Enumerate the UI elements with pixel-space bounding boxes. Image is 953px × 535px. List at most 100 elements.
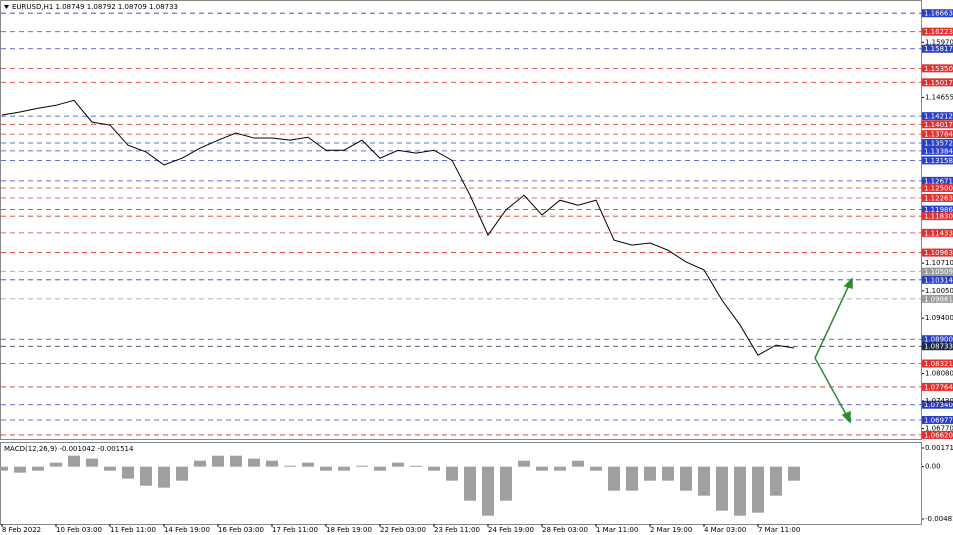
level-label: 1.14212 xyxy=(924,113,953,121)
x-tick-label: 18 Feb 19:00 xyxy=(326,526,372,534)
level-label: 1.11986 xyxy=(924,206,953,214)
macd-bar xyxy=(140,466,152,486)
macd-bar xyxy=(0,466,8,471)
y-tick-label: 1.10050 xyxy=(925,287,953,295)
x-tick-label: 10 Feb 03:00 xyxy=(56,526,102,534)
macd-bar xyxy=(428,466,440,471)
forecast-arrows xyxy=(814,277,853,424)
macd-bar xyxy=(410,465,422,467)
level-label-box xyxy=(922,248,953,257)
x-tick-label: 24 Feb 19:00 xyxy=(488,526,534,534)
level-label: 1.15017 xyxy=(924,79,953,87)
macd-bar xyxy=(50,462,62,467)
level-label-box xyxy=(922,228,953,237)
macd-bar xyxy=(500,466,512,501)
level-label: 1.08900 xyxy=(924,336,953,344)
macd-bar xyxy=(176,466,188,481)
level-label: 1.07340 xyxy=(924,401,953,409)
level-label: 1.10509 xyxy=(924,268,953,276)
level-label: 1.10314 xyxy=(924,276,953,284)
macd-bar xyxy=(374,466,386,471)
level-label: 1.08733 xyxy=(924,343,953,351)
level-label: 1.11433 xyxy=(924,229,953,237)
y-tick-label: -0.004813 xyxy=(925,515,953,523)
level-label-box xyxy=(922,27,953,36)
macd-bar xyxy=(230,455,242,467)
level-label-box xyxy=(922,205,953,214)
level-label: 1.14017 xyxy=(924,121,953,129)
level-label-box xyxy=(922,9,953,18)
level-label: 1.16663 xyxy=(924,10,953,18)
macd-bar xyxy=(104,466,116,471)
macd-bar xyxy=(698,466,710,496)
y-tick-label: 1.14655 xyxy=(925,94,953,102)
level-label: 1.13784 xyxy=(924,131,953,139)
macd-bar xyxy=(14,466,26,473)
level-label-box xyxy=(922,184,953,193)
x-tick-label: 4 Mar 03:00 xyxy=(704,526,746,534)
x-tick-label: 2 Mar 19:00 xyxy=(650,526,692,534)
x-tick-label: 16 Feb 03:00 xyxy=(218,526,264,534)
level-label: 1.12500 xyxy=(924,185,953,193)
symbol-menu-icon[interactable] xyxy=(4,5,9,9)
macd-bar xyxy=(122,466,134,479)
level-label-box xyxy=(922,342,953,351)
level-label: 1.12263 xyxy=(924,194,953,202)
y-tick-label: 1.09400 xyxy=(925,314,953,322)
macd-bar xyxy=(248,458,260,467)
level-label-box xyxy=(922,267,953,276)
macd-bar xyxy=(446,466,458,481)
macd-bar xyxy=(86,458,98,467)
macd-bar xyxy=(212,455,224,467)
level-label-box xyxy=(922,156,953,165)
macd-bar xyxy=(284,465,296,467)
level-label-box xyxy=(922,335,953,344)
level-label: 1.15817 xyxy=(924,45,953,53)
macd-bar xyxy=(770,466,782,496)
x-tick-label: 22 Feb 03:00 xyxy=(380,526,426,534)
level-label: 1.13384 xyxy=(924,147,953,155)
level-label: 1.12671 xyxy=(924,177,953,185)
level-label-box xyxy=(922,64,953,73)
level-label: 1.11830 xyxy=(924,213,953,221)
macd-bar xyxy=(662,466,674,481)
macd-bar xyxy=(608,466,620,491)
level-label-box xyxy=(922,430,953,439)
level-label-box xyxy=(922,44,953,53)
level-label-box xyxy=(922,275,953,284)
y-tick-label: 0.001718 xyxy=(925,444,953,452)
macd-bar xyxy=(194,460,206,467)
macd-bar xyxy=(644,466,656,481)
level-label: 1.10963 xyxy=(924,249,953,257)
level-label-box xyxy=(922,139,953,148)
macd-bar xyxy=(518,460,530,467)
y-tick-label: 0.00 xyxy=(925,463,941,471)
level-label-box xyxy=(922,120,953,129)
level-label-box xyxy=(922,382,953,391)
level-label: 1.15350 xyxy=(924,65,953,73)
level-label: 1.09861 xyxy=(924,295,953,303)
macd-bar xyxy=(482,466,494,516)
y-tick-label: 1.10710 xyxy=(925,259,953,267)
level-label-box xyxy=(922,359,953,368)
x-tick-label: 28 Feb 03:00 xyxy=(542,526,588,534)
level-label-box xyxy=(922,112,953,121)
macd-bar xyxy=(266,460,278,467)
level-label-box xyxy=(922,294,953,303)
level-label-box xyxy=(922,415,953,424)
price-panel xyxy=(0,0,922,440)
level-label-box xyxy=(922,130,953,139)
level-label-box xyxy=(922,146,953,155)
macd-bar xyxy=(734,466,746,516)
level-label: 1.13158 xyxy=(924,157,953,165)
level-label-box xyxy=(922,176,953,185)
macd-bar xyxy=(338,466,350,471)
x-tick-label: 14 Feb 19:00 xyxy=(164,526,210,534)
y-tick-label: 1.06770 xyxy=(925,425,953,433)
indicator-title: MACD(12,26,9) -0.001042 -0.001514 xyxy=(4,445,134,453)
x-tick-label: 17 Feb 11:00 xyxy=(272,526,318,534)
macd-bar xyxy=(788,466,800,481)
symbol-title: EURUSD,H1 1.08749 1.08792 1.08709 1.0873… xyxy=(12,3,178,11)
x-tick-label: 11 Feb 11:00 xyxy=(110,526,156,534)
